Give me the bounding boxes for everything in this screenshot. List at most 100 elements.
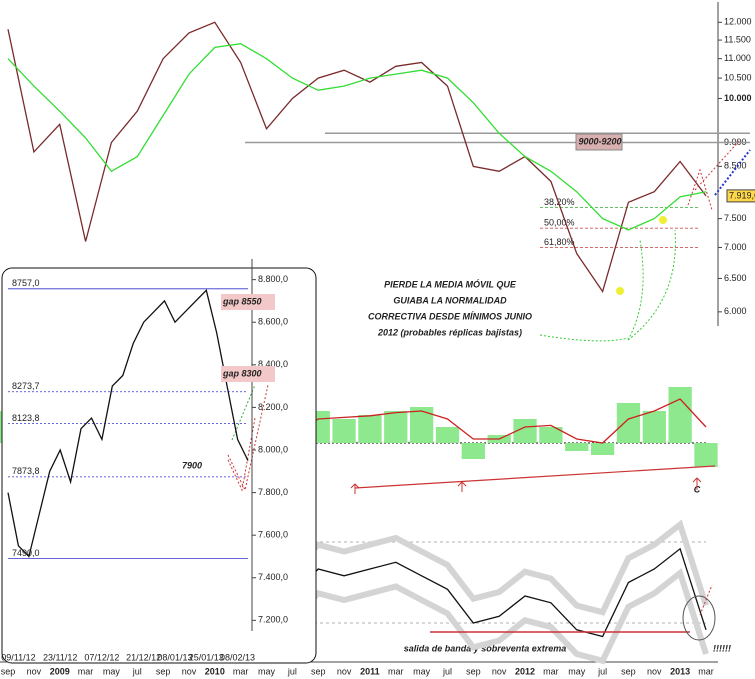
level-label: 50,00% <box>544 218 575 228</box>
bar <box>565 443 589 451</box>
y-tick-label: 7.600,0 <box>258 530 288 540</box>
annotation: CORRECTIVA DESDE MÍNIMOS JUNIO <box>368 311 532 321</box>
marker <box>659 216 667 224</box>
x-tick-label: 2010 <box>205 666 225 676</box>
annotation: PIERDE LA MEDIA MÓVIL QUE <box>384 278 517 289</box>
level-label: 8273,7 <box>12 381 40 391</box>
x-tick-label: 08/01/13 <box>157 652 192 662</box>
y-tick-label: 7.200,0 <box>258 615 288 625</box>
x-tick-label: jul <box>132 666 142 676</box>
inset-frame <box>1 267 317 664</box>
y-tick-label: 8.200,0 <box>258 402 288 412</box>
trend-line <box>354 465 716 489</box>
series-line <box>7 289 249 558</box>
arrows <box>227 384 269 492</box>
x-tick-label: nov <box>182 666 197 676</box>
arrow <box>699 584 713 616</box>
series-line <box>7 21 707 294</box>
arrows <box>687 139 741 211</box>
y-tick-label: 8.500 <box>724 161 747 171</box>
arrows <box>539 229 676 342</box>
y-tick-label: 10.000 <box>724 93 752 103</box>
x-tick-label: 25/01/13 <box>189 652 224 662</box>
x-tick-label: 2012 <box>515 666 535 676</box>
bar <box>539 427 563 443</box>
annotation: 9000-9200 <box>578 136 621 146</box>
decorations <box>350 139 751 641</box>
y-tick-label: 10.500 <box>724 72 752 82</box>
arrows <box>350 477 702 494</box>
x-tick-label: 2013 <box>670 666 690 676</box>
y-tick-label: 7.000 <box>724 242 747 252</box>
x-tick-label: sep <box>621 666 636 676</box>
series-line <box>7 43 707 231</box>
annotation-box <box>575 133 623 151</box>
x-tick-label: nov <box>337 666 352 676</box>
x-tick-label: 07/12/12 <box>84 652 119 662</box>
annotation: gap 8300 <box>222 368 262 378</box>
y-tick-label: 8.800,0 <box>258 274 288 284</box>
annotation-box <box>221 294 275 310</box>
x-tick-label: 21/12/12 <box>126 652 161 662</box>
x-tick-label: 2009 <box>50 666 70 676</box>
bar <box>435 427 460 443</box>
arrow <box>714 149 751 196</box>
bar <box>694 443 718 467</box>
x-tick-label: mar <box>78 666 94 676</box>
y-tick-label: 11.000 <box>724 53 751 63</box>
annotation: salida de banda y sobreventa extrema <box>404 643 567 653</box>
x-tick-label: nov <box>27 666 42 676</box>
x-tick-label: 23/11/12 <box>43 652 77 662</box>
x-tick-label: may <box>413 666 431 676</box>
x-tick-label: mar <box>233 666 249 676</box>
inset-panel: 8.800,0 8.600,0 8.400,0 8.200,0 8.000,0 7.800… <box>1 259 288 662</box>
bar <box>616 403 641 443</box>
level-label: 61,80% <box>544 237 575 247</box>
y-tick-label: 8.600,0 <box>258 317 288 327</box>
x-tick-label: sep <box>1 666 16 676</box>
level-label: 8123,8 <box>12 413 40 423</box>
level-label: 8757,0 <box>12 278 40 288</box>
x-tick-label: 08/02/13 <box>220 652 255 662</box>
bar <box>642 411 666 443</box>
y-tick-label: 8.400,0 <box>258 359 288 369</box>
bar <box>384 411 408 443</box>
annotation-box <box>221 366 275 382</box>
annotation: GUIABA LA NORMALIDAD <box>393 295 507 305</box>
bar <box>668 387 692 443</box>
x-tick-label: sep <box>466 666 481 676</box>
x-tick-label: 2011 <box>360 666 380 676</box>
annotation: 2012 (probables réplicas bajistas) <box>377 327 522 337</box>
x-tick-label: nov <box>492 666 507 676</box>
y-tick-label: 7.500 <box>724 213 747 223</box>
x-tick-label: mar <box>543 666 559 676</box>
x-tick-label: jul <box>287 666 297 676</box>
bar <box>332 419 356 443</box>
y-tick-label: 8.000,0 <box>258 444 288 454</box>
bar <box>513 419 537 443</box>
x-tick-label: nov <box>647 666 662 676</box>
x-tick-label: sep <box>156 666 171 676</box>
x-tick-label: may <box>103 666 121 676</box>
annotation: gap 8550 <box>222 296 262 306</box>
y-tick-label: 12.000 <box>724 17 752 27</box>
x-tick-label: mar <box>388 666 404 676</box>
bar <box>590 443 615 455</box>
bar <box>461 443 485 459</box>
circle <box>682 595 716 641</box>
price-label: 7.919,60 <box>729 190 755 200</box>
x-tick-label: jul <box>597 666 607 676</box>
bar <box>358 415 382 443</box>
level-label: 7873,8 <box>12 466 40 476</box>
x-tick-label: may <box>568 666 586 676</box>
price-box <box>726 189 755 203</box>
x-tick-label: 09/11/12 <box>1 652 35 662</box>
marker <box>616 287 624 295</box>
y-tick-label: 7.400,0 <box>258 572 288 582</box>
annotation: !!!!!! <box>713 643 731 653</box>
x-tick-label: mar <box>698 666 714 676</box>
y-tick-label: 6.000 <box>724 306 747 316</box>
level-label: 38,20% <box>544 197 575 207</box>
x-tick-label: jul <box>442 666 452 676</box>
